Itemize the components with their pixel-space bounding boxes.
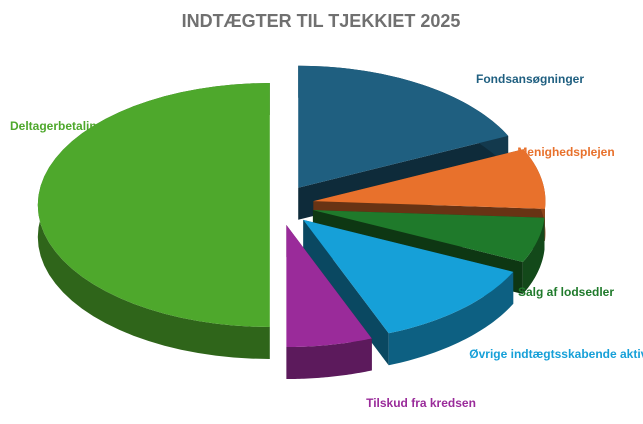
slice [312,210,545,263]
slice [303,219,514,334]
slice [37,83,270,327]
slice-side [303,219,389,366]
slice-label: Øvrige indtægtsskabende aktiviteter [469,347,643,361]
slice-label: Deltagerbetaling [10,119,104,133]
slice [313,149,546,209]
chart-title: INDTÆGTER TIL TJEKKIET 2025 [182,11,461,31]
slice [286,225,372,348]
slice-label: Fondsansøgninger [476,72,584,86]
slice-side [286,338,372,380]
slice-label: Menighedsplejen [517,145,614,159]
slice-side [388,271,514,366]
slice-label: Salg af lodsedler [518,285,614,299]
slice [298,65,509,188]
slice-side [522,217,545,295]
slice-label: Tilskud fra kredsen [366,396,476,410]
